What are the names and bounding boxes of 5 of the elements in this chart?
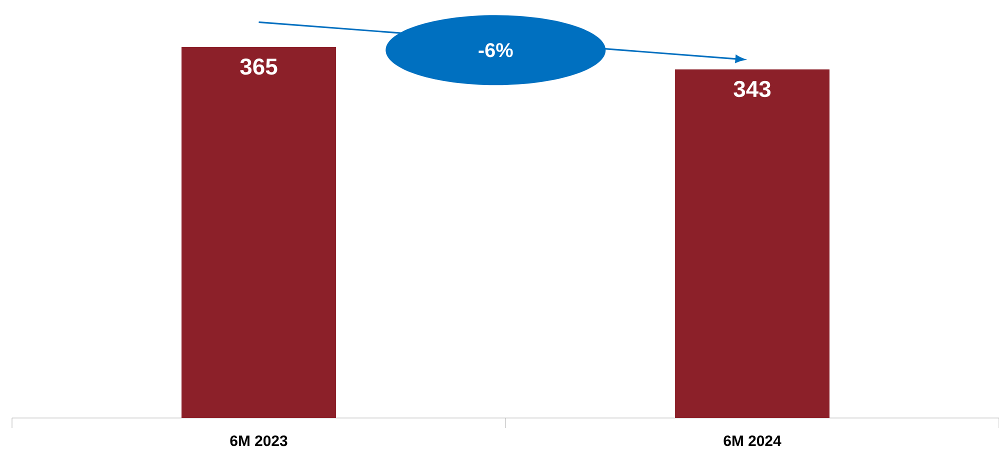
data-label: 343: [734, 80, 771, 98]
data-label: 365: [240, 58, 278, 75]
annotation: -6%: [478, 43, 513, 58]
x-tick-label: 6M 2024: [724, 436, 782, 446]
x-tick-label: 6M 2023: [230, 436, 288, 446]
